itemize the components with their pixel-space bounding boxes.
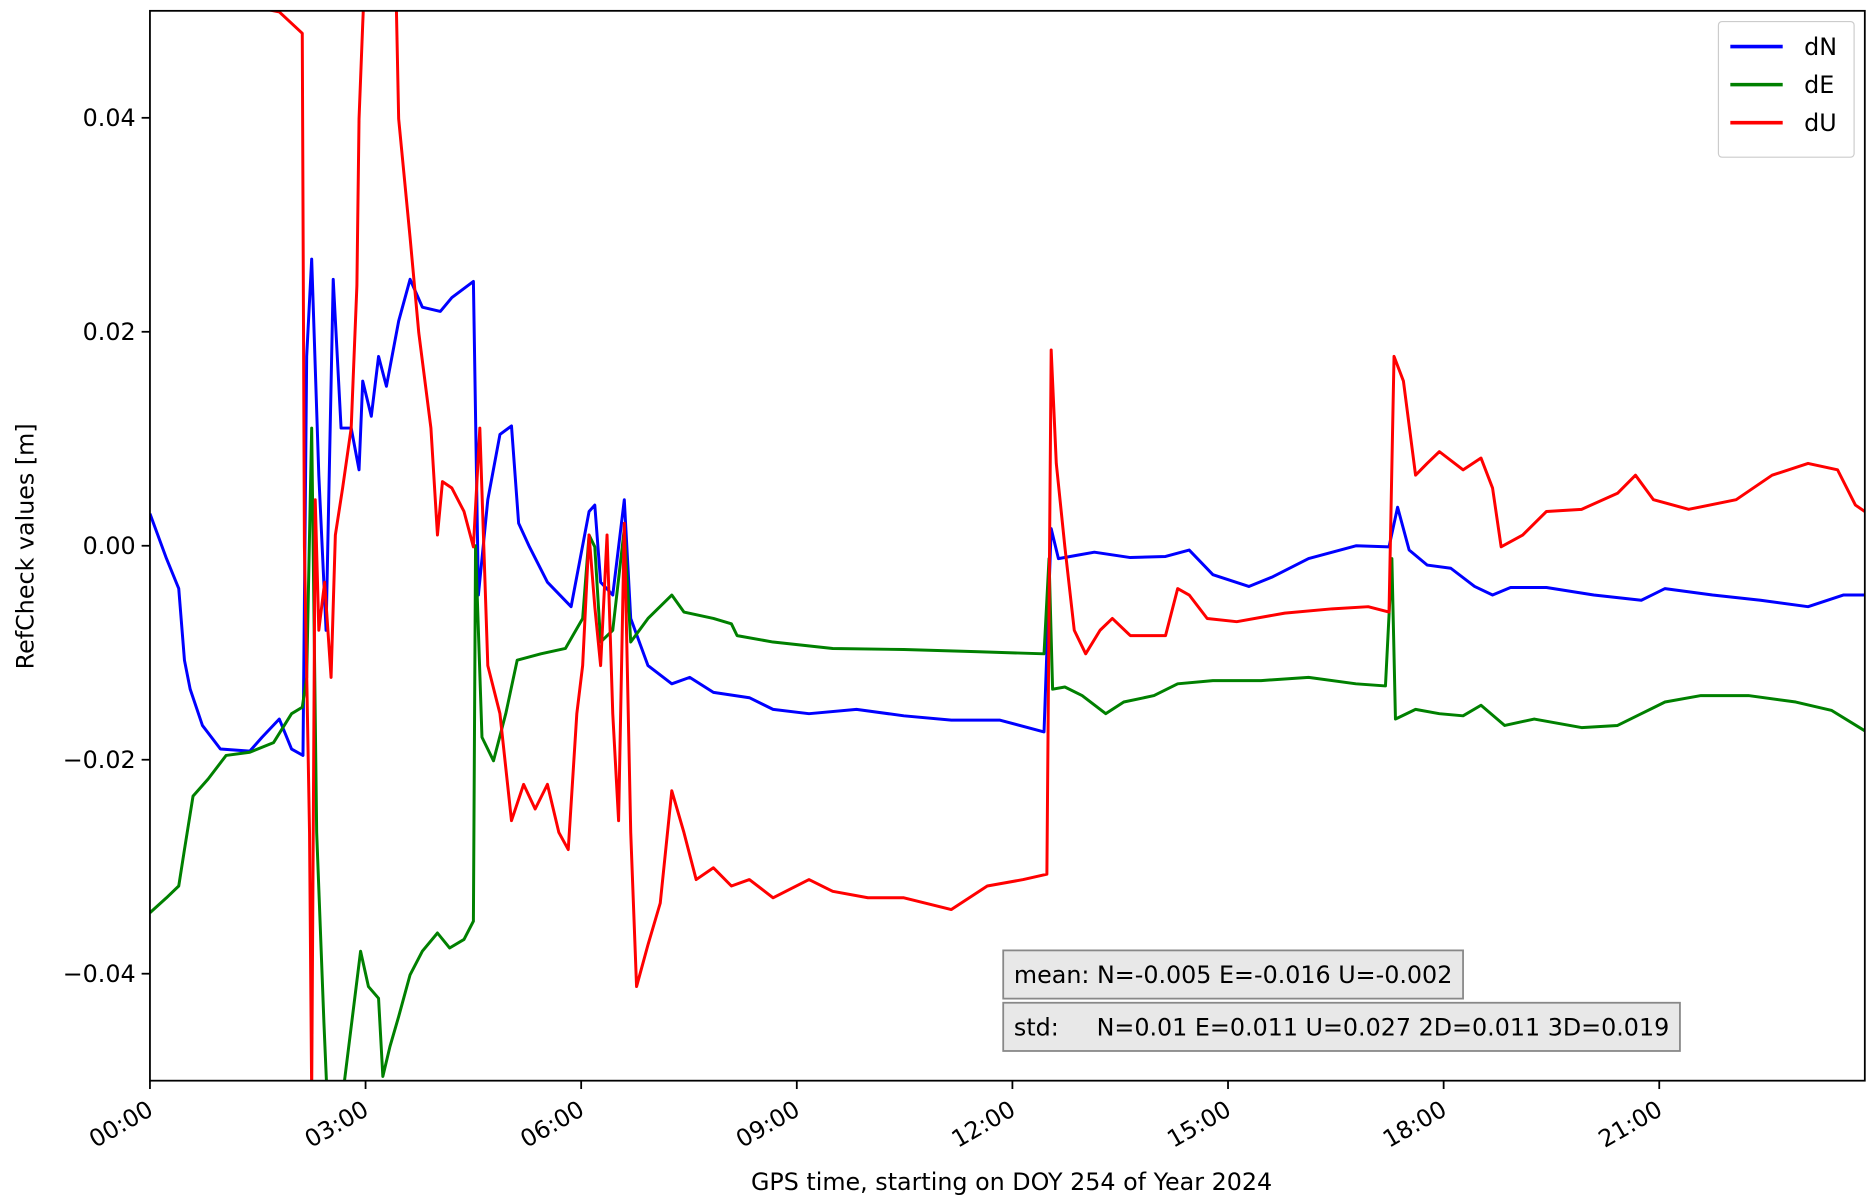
y-tick-label: 0.00 — [83, 532, 136, 560]
annotation-box — [1002, 949, 1464, 1000]
x-tick-label: 15:00 — [1162, 1095, 1235, 1154]
y-tick-label: 0.02 — [83, 318, 136, 346]
legend-label: dU — [1804, 109, 1837, 137]
y-axis-label: RefCheck values [m] — [11, 423, 39, 669]
y-tick-label: −0.02 — [63, 746, 136, 774]
legend-label: dN — [1804, 33, 1837, 61]
line-dN — [149, 257, 1865, 757]
x-tick-label: 09:00 — [731, 1095, 804, 1154]
annotation: std: N=0.01 E=0.011 U=0.027 2D=0.011 3D=… — [1002, 1001, 1681, 1052]
plot-area — [149, 10, 1866, 1081]
x-tick-label: 03:00 — [300, 1095, 373, 1154]
legend: dN dE dU — [1717, 20, 1855, 158]
y-tick-label: 0.04 — [83, 104, 136, 132]
x-tick-label: 18:00 — [1378, 1095, 1451, 1154]
axes-frame — [149, 9, 1866, 1082]
annotation-text: mean: N=-0.005 E=-0.016 U=-0.002 — [1014, 961, 1452, 989]
annotation-box — [1002, 1001, 1681, 1052]
annotation-text: std: N=0.01 E=0.011 U=0.027 2D=0.011 3D=… — [1014, 1013, 1669, 1041]
y-tick-label: −0.04 — [63, 960, 136, 988]
x-tick-label: 06:00 — [516, 1095, 589, 1154]
line-dE — [149, 426, 1866, 1081]
x-tick-label: 00:00 — [84, 1095, 157, 1154]
line-dU — [268, 10, 1866, 1081]
x-tick-label: 21:00 — [1594, 1095, 1667, 1154]
x-axis-label: GPS time, starting on DOY 254 of Year 20… — [751, 1168, 1272, 1196]
annotation: mean: N=-0.005 E=-0.016 U=-0.002 — [1002, 949, 1464, 1000]
x-tick-label: 12:00 — [947, 1095, 1020, 1154]
legend-label: dE — [1804, 71, 1834, 99]
